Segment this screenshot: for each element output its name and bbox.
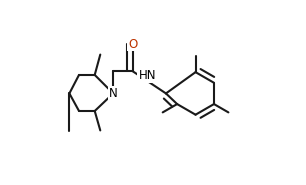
- Text: HN: HN: [138, 69, 156, 83]
- Text: O: O: [128, 38, 137, 51]
- Text: N: N: [109, 87, 118, 100]
